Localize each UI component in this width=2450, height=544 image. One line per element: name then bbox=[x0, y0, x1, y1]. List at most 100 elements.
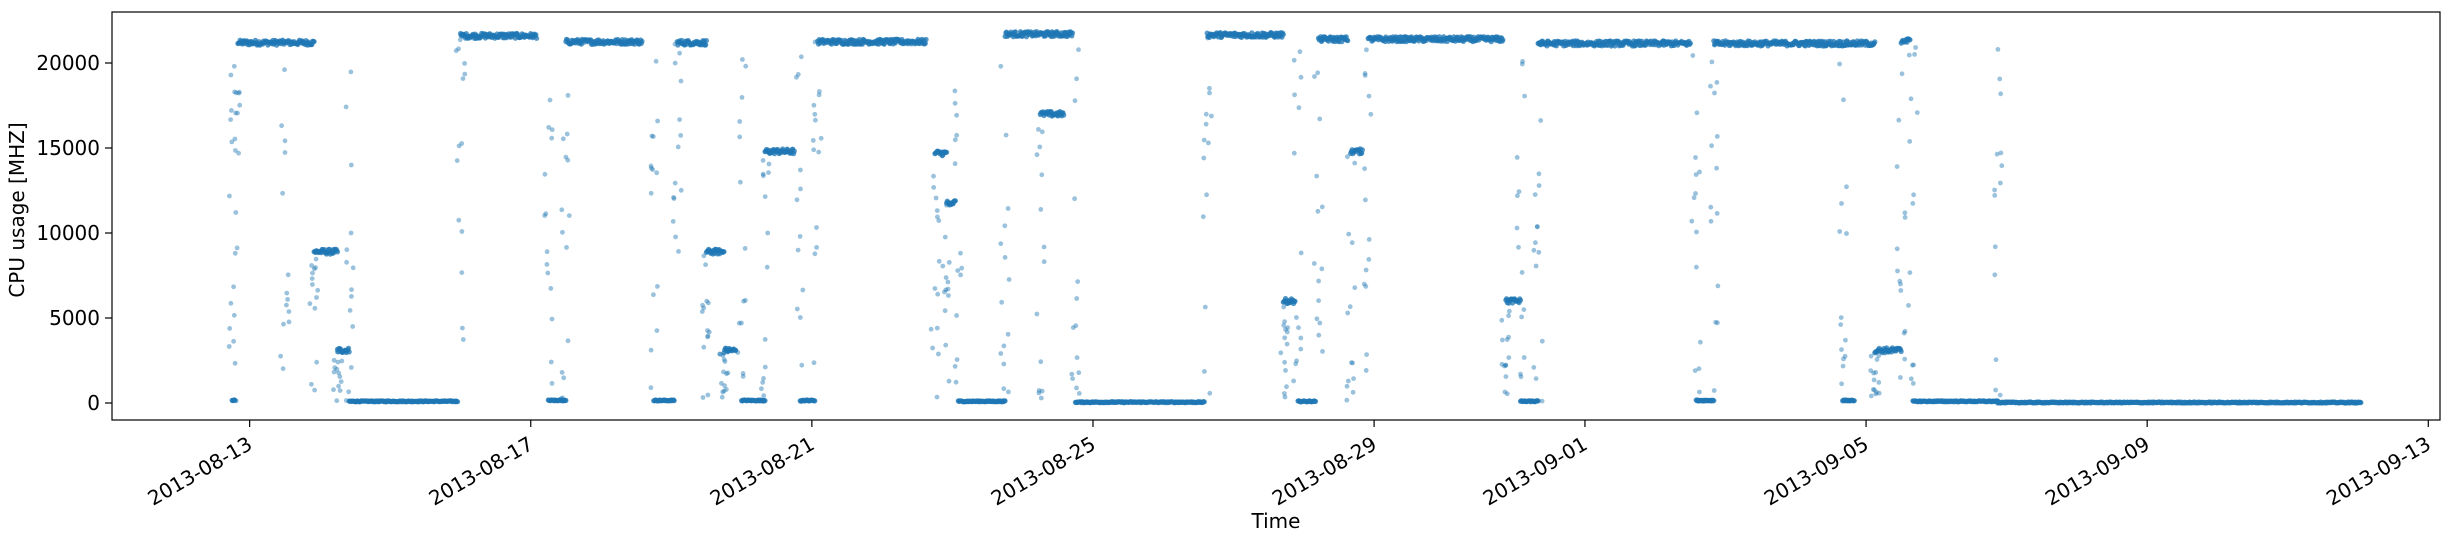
data-point bbox=[928, 326, 934, 332]
data-point bbox=[1363, 197, 1368, 203]
data-point bbox=[1708, 83, 1713, 89]
data-point bbox=[762, 337, 768, 342]
data-point bbox=[1894, 164, 1900, 170]
data-point bbox=[791, 148, 797, 154]
data-point bbox=[1074, 76, 1079, 82]
data-point bbox=[722, 359, 728, 364]
data-point bbox=[1519, 61, 1525, 67]
y-tick-label: 5000 bbox=[49, 306, 100, 330]
data-point bbox=[1037, 144, 1043, 150]
data-point bbox=[1291, 57, 1297, 63]
data-point bbox=[1693, 155, 1698, 160]
data-point bbox=[1714, 134, 1720, 139]
data-point bbox=[811, 147, 817, 153]
data-point bbox=[281, 321, 286, 327]
data-point bbox=[812, 111, 818, 117]
x-tick-label: 2013-08-17 bbox=[425, 432, 538, 511]
data-point bbox=[717, 351, 723, 357]
data-point bbox=[720, 353, 726, 358]
data-point bbox=[1298, 346, 1304, 352]
data-point bbox=[1521, 307, 1527, 312]
data-point bbox=[1312, 74, 1317, 79]
data-point bbox=[1506, 355, 1512, 360]
data-point bbox=[940, 263, 946, 269]
data-point bbox=[719, 394, 725, 400]
data-point bbox=[794, 306, 800, 312]
data-point bbox=[237, 102, 243, 108]
data-point bbox=[462, 61, 467, 66]
data-point bbox=[1203, 111, 1209, 117]
data-point bbox=[813, 117, 818, 123]
data-point bbox=[456, 46, 461, 52]
data-point bbox=[934, 394, 940, 400]
data-point bbox=[1311, 261, 1317, 266]
data-point bbox=[1898, 375, 1903, 380]
data-point bbox=[1687, 40, 1693, 46]
data-point bbox=[549, 127, 555, 133]
data-point bbox=[563, 154, 569, 160]
data-point bbox=[799, 362, 805, 368]
data-point bbox=[346, 389, 352, 395]
data-point bbox=[1709, 59, 1715, 65]
data-point bbox=[234, 245, 240, 251]
data-point bbox=[460, 337, 466, 342]
data-point bbox=[736, 320, 742, 326]
data-point bbox=[947, 201, 953, 206]
data-point bbox=[564, 131, 570, 137]
data-point bbox=[1314, 173, 1320, 179]
data-point bbox=[1993, 357, 1999, 363]
data-point bbox=[1298, 335, 1304, 341]
data-point bbox=[1499, 361, 1505, 367]
data-point bbox=[1282, 319, 1287, 324]
data-point bbox=[1839, 381, 1844, 387]
data-point bbox=[798, 399, 804, 405]
data-point bbox=[700, 302, 705, 308]
data-point bbox=[655, 284, 660, 289]
data-point bbox=[761, 393, 767, 399]
x-tick-label: 2013-08-25 bbox=[987, 432, 1100, 511]
data-point bbox=[931, 173, 936, 179]
data-point bbox=[1316, 332, 1322, 338]
data-point bbox=[761, 173, 766, 179]
data-point bbox=[935, 214, 940, 220]
data-point bbox=[1844, 231, 1849, 236]
data-point bbox=[1345, 38, 1351, 44]
data-point bbox=[1351, 376, 1356, 381]
data-point bbox=[946, 378, 952, 384]
data-point bbox=[1872, 387, 1877, 393]
data-point bbox=[1073, 323, 1079, 329]
data-point bbox=[1291, 378, 1296, 384]
data-point bbox=[312, 387, 317, 393]
data-point bbox=[1694, 229, 1699, 235]
data-point bbox=[1534, 224, 1540, 230]
data-point bbox=[313, 256, 319, 262]
data-point bbox=[1907, 270, 1913, 275]
data-point bbox=[1837, 61, 1842, 67]
data-point bbox=[1534, 224, 1540, 230]
data-point bbox=[236, 150, 242, 156]
data-point bbox=[1003, 132, 1009, 138]
data-point bbox=[1350, 360, 1355, 366]
x-tick-label: 2013-08-21 bbox=[706, 432, 819, 511]
data-point bbox=[740, 371, 746, 376]
data-point bbox=[814, 245, 819, 250]
data-point bbox=[1907, 37, 1913, 43]
data-point bbox=[349, 294, 354, 299]
data-point bbox=[233, 110, 239, 116]
data-point bbox=[1366, 257, 1372, 262]
data-point bbox=[1278, 350, 1284, 356]
data-point bbox=[946, 293, 951, 298]
data-point bbox=[1871, 377, 1877, 383]
data-point bbox=[944, 149, 950, 155]
data-point bbox=[1876, 380, 1882, 385]
data-point bbox=[1315, 70, 1321, 76]
data-point bbox=[1076, 370, 1082, 376]
data-point bbox=[227, 193, 232, 199]
data-point bbox=[229, 139, 235, 145]
data-point bbox=[721, 357, 727, 362]
data-point bbox=[1294, 358, 1299, 364]
plot-frame bbox=[111, 11, 2441, 421]
data-point bbox=[282, 138, 288, 144]
data-point bbox=[546, 125, 552, 130]
data-point bbox=[231, 312, 237, 318]
